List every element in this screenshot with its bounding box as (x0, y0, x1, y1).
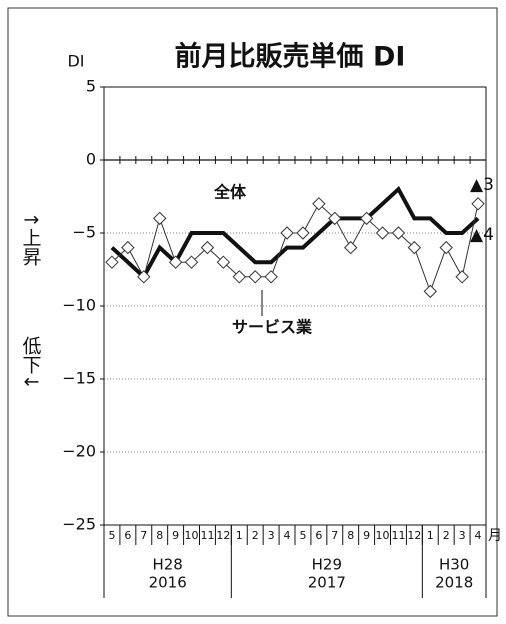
x-tick-label: 7 (140, 529, 147, 542)
annotation: ▲4 (470, 225, 494, 245)
x-tick-label: 12 (407, 529, 421, 542)
x-tick-label: 12 (216, 529, 230, 542)
annotation: ↑上昇 (20, 212, 42, 266)
x-tick-label: 11 (391, 529, 405, 542)
marker (121, 240, 135, 255)
marker (423, 284, 437, 299)
marker (344, 240, 358, 255)
y-tick-label: −5 (72, 223, 96, 242)
y-tick-label: 5 (86, 77, 96, 96)
y-tick-label: −25 (62, 515, 96, 534)
marker (184, 255, 199, 269)
x-tick-label: 4 (475, 529, 482, 542)
x-tick-label: 5 (108, 529, 115, 542)
marker (296, 226, 310, 240)
series-label: サービス業 (232, 318, 313, 337)
x-tick-label: 6 (124, 529, 131, 542)
marker (248, 270, 262, 284)
y-tick-label: −10 (62, 296, 96, 315)
marker (328, 211, 342, 226)
x-tick-label: 10 (185, 529, 199, 542)
series-line (111, 202, 479, 293)
group-year: 2018 (435, 574, 473, 592)
marker (375, 226, 390, 240)
y-tick-label: −15 (62, 369, 96, 388)
marker (455, 270, 469, 284)
x-tick-label: 9 (363, 529, 370, 542)
group-label: H28 (152, 556, 182, 574)
x-tick-label: 2 (443, 529, 450, 542)
y-tick-label: 0 (86, 150, 96, 169)
marker (407, 240, 422, 255)
x-tick-label: 11 (200, 529, 214, 542)
x-tick-label: 2 (252, 529, 259, 542)
marker (264, 270, 278, 284)
annotation: ▲3 (470, 175, 494, 195)
marker (137, 270, 151, 284)
chart-title: 前月比販売単価 DI (175, 41, 406, 73)
x-tick-label: 8 (156, 529, 163, 542)
x-tick-label: 7 (331, 529, 338, 542)
marker (312, 197, 326, 211)
x-tick-label: 1 (236, 529, 243, 542)
x-tick-label: 8 (347, 529, 354, 542)
x-tick-label: 9 (172, 529, 179, 542)
y-tick-label: −20 (62, 442, 96, 461)
marker (105, 255, 119, 269)
y-axis-label: DI (67, 52, 84, 71)
marker (391, 226, 406, 240)
marker (153, 211, 167, 226)
x-tick-label: 1 (427, 529, 434, 542)
group-year: 2017 (308, 574, 346, 592)
x-tick-label: 6 (315, 529, 322, 542)
marker (168, 255, 183, 269)
marker (200, 240, 215, 255)
x-tick-label: 3 (268, 529, 275, 542)
marker (471, 197, 485, 211)
marker (280, 226, 294, 240)
x-tick-label: 10 (376, 529, 390, 542)
x-tick-label: 3 (459, 529, 466, 542)
x-axis-label: 月 (488, 528, 502, 544)
annotation: 低下↓ (20, 336, 42, 390)
frame (7, 7, 498, 617)
marker (439, 240, 453, 255)
marker (359, 211, 374, 226)
x-tick-label: 4 (284, 529, 291, 542)
marker (232, 270, 246, 284)
marker (216, 255, 231, 269)
group-label: H29 (312, 556, 342, 574)
group-label: H30 (439, 556, 469, 574)
group-year: 2016 (149, 574, 187, 592)
series-label: 全体 (213, 183, 247, 202)
x-tick-label: 5 (299, 529, 306, 542)
